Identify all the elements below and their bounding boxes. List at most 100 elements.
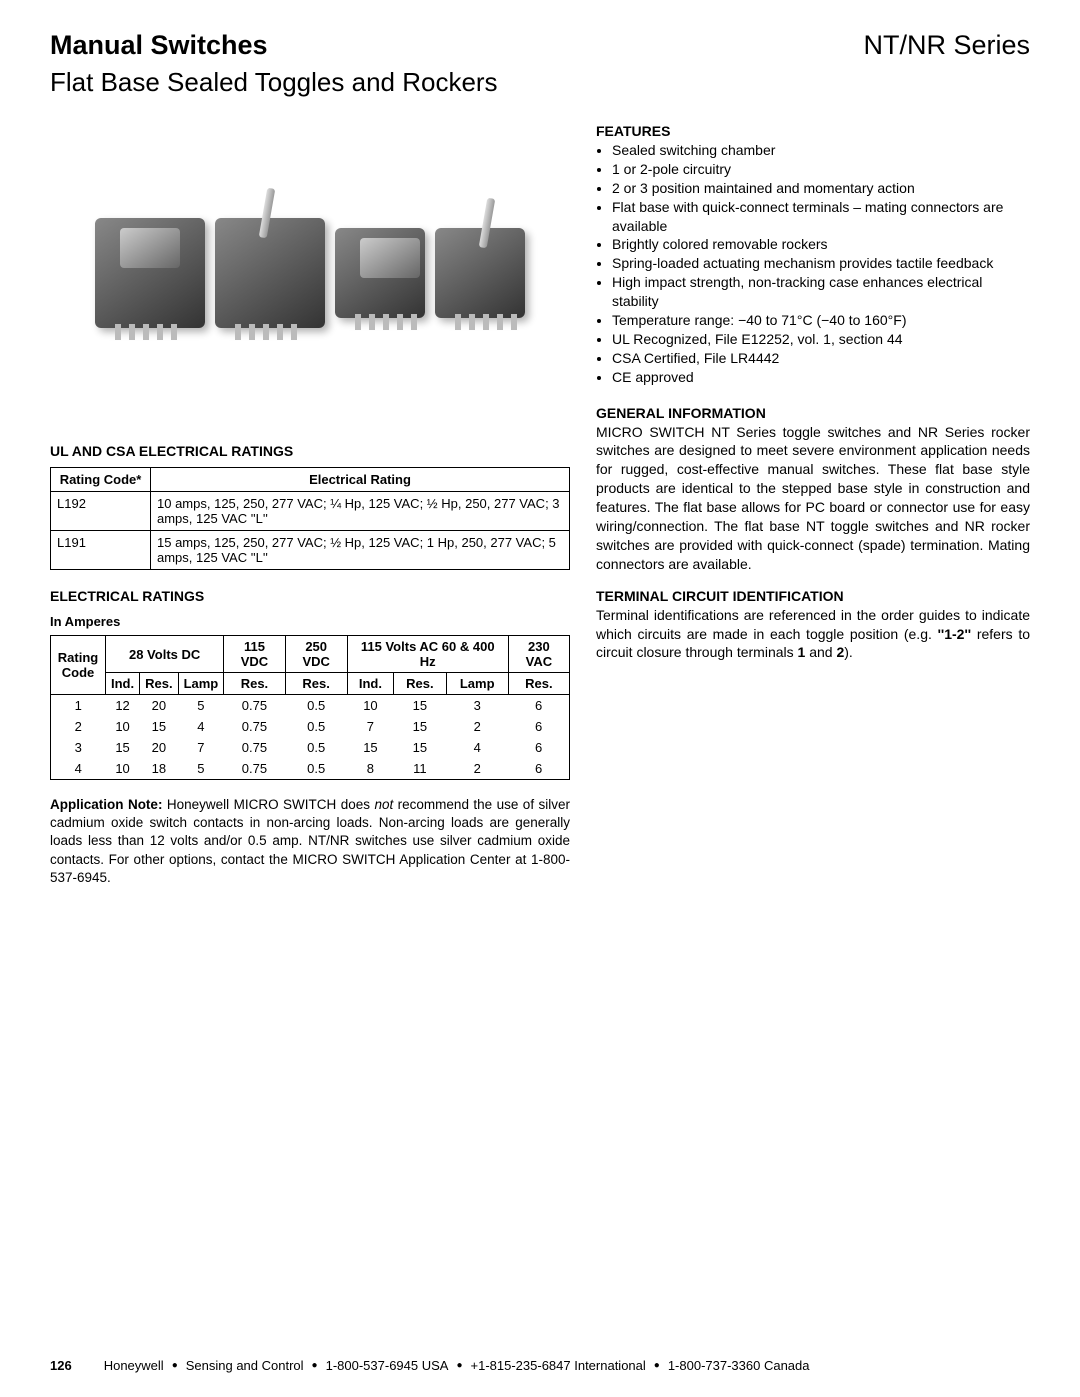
cell: 6 (508, 758, 569, 780)
table-row: 4 10 18 5 0.75 0.5 8 11 2 6 (51, 758, 570, 780)
feature-item: CSA Certified, File LR4442 (612, 349, 1030, 368)
sub-ind: Ind. (347, 673, 393, 695)
feature-item: UL Recognized, File E12252, vol. 1, sect… (612, 330, 1030, 349)
unit-label: In Amperes (50, 614, 570, 629)
footer-seg: Sensing and Control (186, 1358, 304, 1373)
app-note-label: Application Note: (50, 797, 167, 812)
sub-ind: Ind. (106, 673, 140, 695)
cell: 15 (347, 737, 393, 758)
footer-seg: Honeywell (104, 1358, 164, 1373)
group-115vdc: 115 VDC (224, 636, 285, 673)
general-info-section: GENERAL INFORMATION MICRO SWITCH NT Seri… (596, 405, 1030, 574)
cell: 15 (394, 695, 446, 717)
switch-illustration (95, 218, 525, 328)
cell: 15 (106, 737, 140, 758)
col-rating-code: Rating Code (51, 636, 106, 695)
features-section: FEATURES Sealed switching chamber 1 or 2… (596, 123, 1030, 387)
cell: 11 (394, 758, 446, 780)
termid-d: ). (844, 644, 853, 660)
cell: 0.75 (224, 695, 285, 717)
cell: 8 (347, 758, 393, 780)
feature-item: Flat base with quick-connect terminals –… (612, 198, 1030, 236)
sub-res: Res. (394, 673, 446, 695)
feature-item: Brightly colored removable rockers (612, 235, 1030, 254)
feature-item: 1 or 2-pole circuitry (612, 160, 1030, 179)
page-header: Manual Switches NT/NR Series (50, 30, 1030, 61)
page-footer: 126 Honeywell ● Sensing and Control ● 1-… (50, 1358, 1030, 1373)
amperes-table: Rating Code 28 Volts DC 115 VDC 250 VDC … (50, 635, 570, 780)
toggle-switch-small-icon (435, 228, 525, 318)
cell: 0.75 (224, 758, 285, 780)
table-row: 1 12 20 5 0.75 0.5 10 15 3 6 (51, 695, 570, 717)
cell: 3 (51, 737, 106, 758)
rating-text-cell: 10 amps, 125, 250, 277 VAC; ¼ Hp, 125 VA… (151, 492, 570, 531)
cell: 7 (178, 737, 224, 758)
toggle-switch-icon (215, 218, 325, 328)
terminal-id-heading: TERMINAL CIRCUIT IDENTIFICATION (596, 588, 1030, 604)
dot-icon: ● (312, 1360, 318, 1371)
sub-res: Res. (508, 673, 569, 695)
page-number: 126 (50, 1358, 72, 1373)
group-28vdc: 28 Volts DC (106, 636, 224, 673)
sub-lamp: Lamp (178, 673, 224, 695)
cell: 15 (394, 737, 446, 758)
sub-res: Res. (224, 673, 285, 695)
cell: 4 (446, 737, 508, 758)
title-main: Manual Switches (50, 30, 268, 61)
cell: 20 (140, 695, 178, 717)
sub-res: Res. (285, 673, 347, 695)
dot-icon: ● (172, 1360, 178, 1371)
terminal-id-text: Terminal identifications are referenced … (596, 606, 1030, 663)
col-electrical-rating: Electrical Rating (151, 468, 570, 492)
cell: 0.5 (285, 695, 347, 717)
subtitle: Flat Base Sealed Toggles and Rockers (50, 67, 1030, 98)
cell: 1 (51, 695, 106, 717)
termid-c: and (805, 644, 836, 660)
cell: 20 (140, 737, 178, 758)
rating-code-cell: L192 (51, 492, 151, 531)
feature-item: High impact strength, non-tracking case … (612, 273, 1030, 311)
feature-item: Spring-loaded actuating mechanism provid… (612, 254, 1030, 273)
dot-icon: ● (456, 1360, 462, 1371)
cell: 12 (106, 695, 140, 717)
footer-seg: +1-815-235-6847 International (471, 1358, 646, 1373)
cell: 4 (51, 758, 106, 780)
cell: 18 (140, 758, 178, 780)
terminal-id-section: TERMINAL CIRCUIT IDENTIFICATION Terminal… (596, 588, 1030, 663)
rocker-switch-icon (95, 218, 205, 328)
features-list: Sealed switching chamber 1 or 2-pole cir… (596, 141, 1030, 387)
rating-text-cell: 15 amps, 125, 250, 277 VAC; ½ Hp, 125 VA… (151, 531, 570, 570)
cell: 0.5 (285, 716, 347, 737)
features-heading: FEATURES (596, 123, 1030, 139)
ul-csa-heading: UL AND CSA ELECTRICAL RATINGS (50, 443, 570, 459)
left-column: UL AND CSA ELECTRICAL RATINGS Rating Cod… (50, 123, 570, 887)
content-columns: UL AND CSA ELECTRICAL RATINGS Rating Cod… (50, 123, 1030, 887)
product-image (80, 123, 540, 423)
feature-item: Sealed switching chamber (612, 141, 1030, 160)
cell: 15 (140, 716, 178, 737)
sub-lamp: Lamp (446, 673, 508, 695)
sub-res: Res. (140, 673, 178, 695)
cell: 10 (106, 716, 140, 737)
app-note-text1: Honeywell MICRO SWITCH does (167, 797, 375, 812)
group-230vac: 230 VAC (508, 636, 569, 673)
rating-code-cell: L191 (51, 531, 151, 570)
feature-item: Temperature range: −40 to 71°C (−40 to 1… (612, 311, 1030, 330)
col-rating-code: Rating Code* (51, 468, 151, 492)
cell: 2 (51, 716, 106, 737)
table-row: L191 15 amps, 125, 250, 277 VAC; ½ Hp, 1… (51, 531, 570, 570)
group-250vdc: 250 VDC (285, 636, 347, 673)
cell: 0.5 (285, 737, 347, 758)
table-row: 2 10 15 4 0.75 0.5 7 15 2 6 (51, 716, 570, 737)
cell: 0.5 (285, 758, 347, 780)
cell: 6 (508, 716, 569, 737)
table-row: L192 10 amps, 125, 250, 277 VAC; ¼ Hp, 1… (51, 492, 570, 531)
cell: 0.75 (224, 716, 285, 737)
feature-item: 2 or 3 position maintained and momentary… (612, 179, 1030, 198)
cell: 6 (508, 695, 569, 717)
cell: 2 (446, 716, 508, 737)
cell: 4 (178, 716, 224, 737)
cell: 7 (347, 716, 393, 737)
feature-item: CE approved (612, 368, 1030, 387)
ul-csa-table: Rating Code* Electrical Rating L192 10 a… (50, 467, 570, 570)
